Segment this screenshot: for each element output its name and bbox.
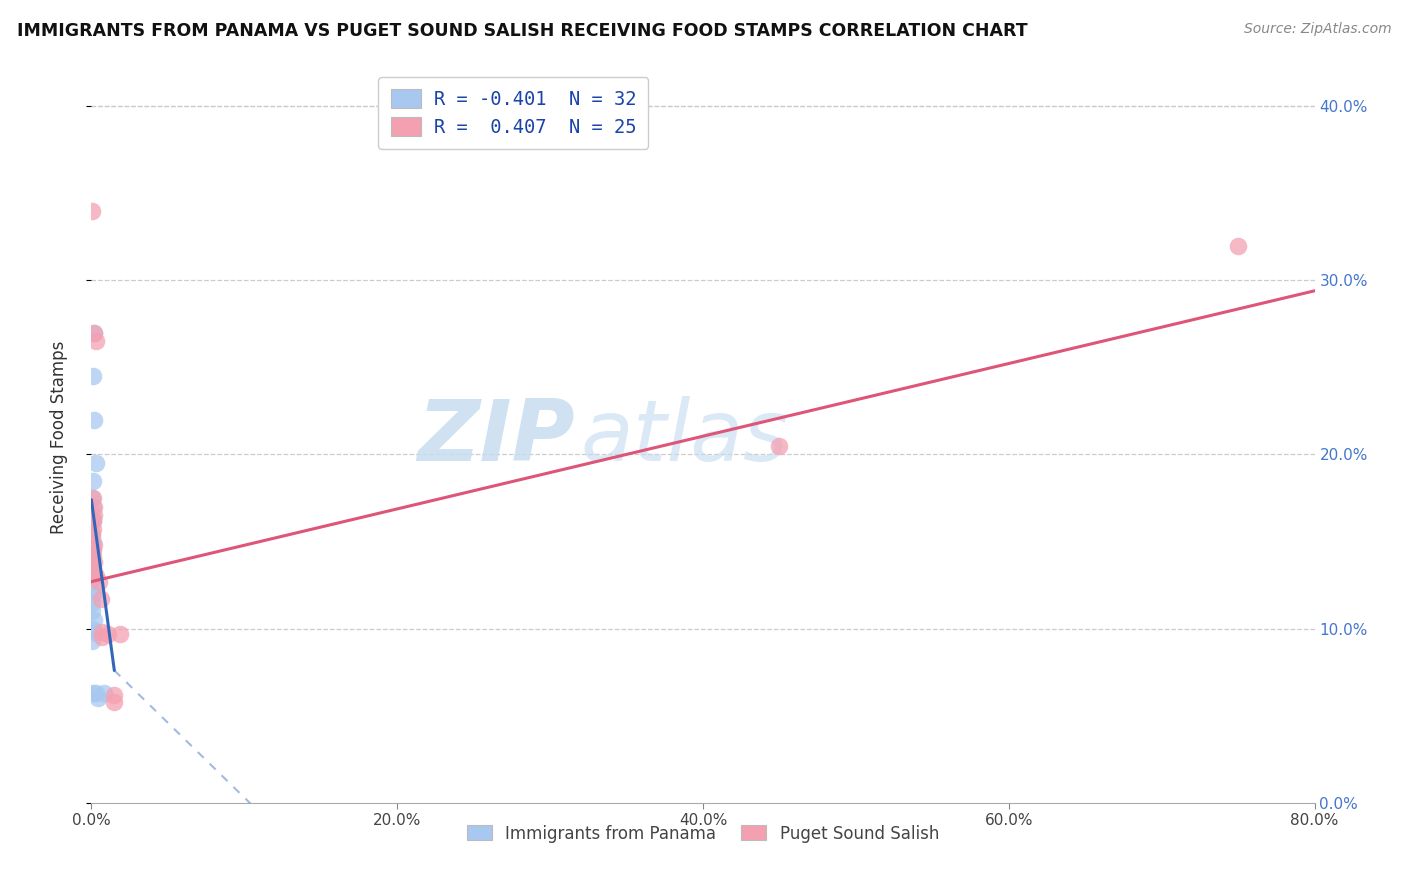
- Point: [83, 556, 105, 570]
- Point: [82, 595, 104, 609]
- Point: [82, 549, 104, 563]
- Point: [82, 604, 104, 618]
- Point: [82, 514, 104, 528]
- Point: [82, 569, 104, 583]
- Point: [83, 500, 105, 514]
- Point: [82, 529, 104, 543]
- Point: [82, 491, 104, 505]
- Point: [83, 613, 105, 627]
- Point: [768, 439, 790, 453]
- Text: atlas: atlas: [581, 395, 789, 479]
- Text: IMMIGRANTS FROM PANAMA VS PUGET SOUND SALISH RECEIVING FOOD STAMPS CORRELATION C: IMMIGRANTS FROM PANAMA VS PUGET SOUND SA…: [17, 22, 1028, 40]
- Point: [82, 512, 104, 526]
- Point: [82, 500, 104, 514]
- Legend: Immigrants from Panama, Puget Sound Salish: Immigrants from Panama, Puget Sound Sali…: [460, 818, 946, 849]
- Point: [93, 686, 115, 700]
- Point: [82, 491, 104, 505]
- Text: Source: ZipAtlas.com: Source: ZipAtlas.com: [1244, 22, 1392, 37]
- Point: [82, 566, 104, 580]
- Point: [82, 686, 104, 700]
- Point: [83, 538, 105, 552]
- Point: [103, 688, 125, 702]
- Point: [82, 543, 104, 558]
- Point: [1227, 238, 1250, 252]
- Point: [84, 334, 107, 349]
- Text: ZIP: ZIP: [418, 395, 575, 479]
- Point: [91, 625, 114, 640]
- Point: [82, 369, 104, 384]
- Point: [82, 582, 104, 596]
- Point: [83, 326, 105, 340]
- Point: [82, 573, 104, 587]
- Point: [83, 508, 105, 523]
- Point: [86, 691, 108, 706]
- Point: [110, 627, 132, 641]
- Point: [82, 514, 104, 528]
- Point: [82, 622, 104, 636]
- Point: [83, 326, 105, 340]
- Point: [82, 556, 104, 570]
- Point: [82, 534, 104, 549]
- Point: [83, 625, 105, 640]
- Point: [82, 538, 104, 552]
- Point: [82, 549, 104, 563]
- Point: [82, 633, 104, 648]
- Point: [82, 474, 104, 488]
- Point: [90, 592, 112, 607]
- Point: [82, 564, 104, 578]
- Point: [84, 686, 107, 700]
- Y-axis label: Receiving Food Stamps: Receiving Food Stamps: [49, 341, 67, 533]
- Point: [82, 587, 104, 601]
- Point: [97, 627, 120, 641]
- Point: [103, 695, 125, 709]
- Point: [82, 203, 104, 218]
- Point: [82, 564, 104, 578]
- Point: [82, 525, 104, 540]
- Point: [82, 545, 104, 559]
- Point: [82, 552, 104, 566]
- Point: [83, 412, 105, 426]
- Point: [84, 456, 107, 470]
- Point: [91, 631, 114, 645]
- Point: [87, 574, 110, 589]
- Point: [84, 569, 107, 583]
- Point: [82, 522, 104, 536]
